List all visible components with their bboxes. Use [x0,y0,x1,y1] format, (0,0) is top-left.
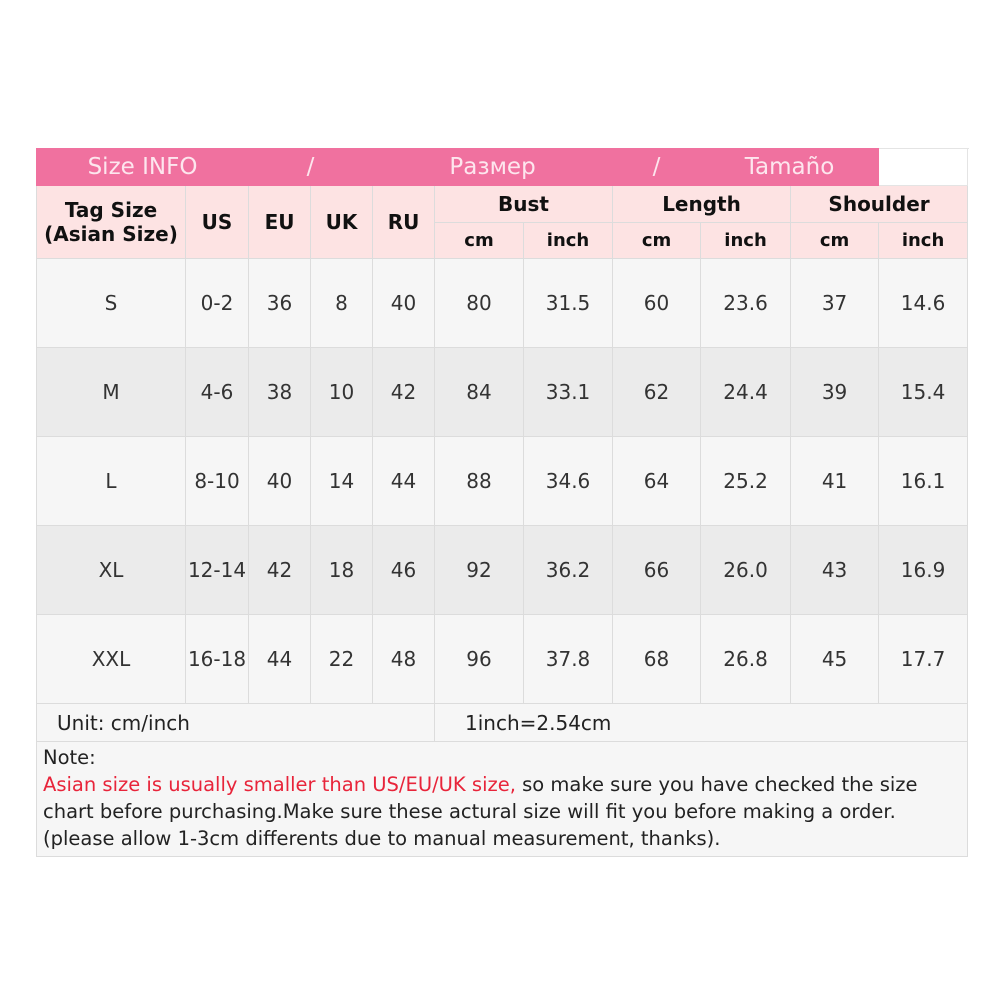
note-body: so make sure you have checked the size c… [43,773,918,850]
table-row: M 4-6 38 10 42 84 33.1 62 24.4 39 15.4 [36,347,969,437]
cell-bust-inch: 34.6 [523,436,614,526]
note-warning: Asian size is usually smaller than US/EU… [43,773,516,796]
cell-us: 16-18 [184,614,250,704]
note-cell: Note: Asian size is usually smaller than … [35,741,969,857]
cell-shoulder-inch: 14.6 [878,258,969,348]
cell-uk: 22 [310,614,374,704]
cell-shoulder-cm: 41 [790,436,880,526]
header-us: US [184,185,250,259]
header-length: Length [612,185,792,223]
cell-ru: 48 [372,614,436,704]
cell-ru: 44 [372,436,436,526]
title-separator: / [248,148,374,186]
header-tag-size: Tag Size (Asian Size) [36,185,186,259]
header-cm: cm [434,222,525,259]
cell-bust-cm: 96 [434,614,525,704]
header-cm: cm [612,222,702,259]
cell-length-inch: 26.0 [700,525,792,615]
cell-length-inch: 24.4 [700,347,792,437]
cell-shoulder-cm: 37 [790,258,880,348]
header-cm: cm [790,222,880,259]
cell-ru: 42 [372,347,436,437]
cell-length-cm: 68 [612,614,702,704]
cell-shoulder-inch: 17.7 [878,614,969,704]
cell-ru: 40 [372,258,436,348]
header-inch: inch [700,222,792,259]
cell-shoulder-inch: 15.4 [878,347,969,437]
header-inch: inch [878,222,969,259]
title-size-info: Size INFO [35,148,250,186]
conversion-label: 1inch=2.54cm [434,703,969,742]
table-row: XL 12-14 42 18 46 92 36.2 66 26.0 43 16.9 [36,525,969,615]
cell-uk: 8 [310,258,374,348]
cell-shoulder-inch: 16.9 [878,525,969,615]
note-row: Note: Asian size is usually smaller than … [35,741,969,857]
table-row: S 0-2 36 8 40 80 31.5 60 23.6 37 14.6 [36,258,969,348]
header-ru: RU [372,185,436,259]
header-bust: Bust [434,185,614,223]
cell-bust-inch: 33.1 [523,347,614,437]
cell-bust-cm: 92 [434,525,525,615]
header-eu: EU [248,185,312,259]
cell-uk: 14 [310,436,374,526]
cell-ru: 46 [372,525,436,615]
title-tamano: Tamaño [700,148,880,186]
header-inch: inch [523,222,614,259]
size-table: Size INFO / Размер / Tamaño Tag Size (Asi… [35,148,969,857]
cell-length-cm: 62 [612,347,702,437]
cell-uk: 18 [310,525,374,615]
cell-tag-size: S [36,258,186,348]
table-row: L 8-10 40 14 44 88 34.6 64 25.2 41 16.1 [36,436,969,526]
unit-label: Unit: cm/inch [35,703,436,742]
header-shoulder: Shoulder [790,185,969,223]
header-uk: UK [310,185,374,259]
title-separator: / [612,148,702,186]
cell-shoulder-inch: 16.1 [878,436,969,526]
cell-length-inch: 26.8 [700,614,792,704]
cell-shoulder-cm: 39 [790,347,880,437]
cell-tag-size: XXL [36,614,186,704]
cell-tag-size: M [36,347,186,437]
unit-row: Unit: cm/inch 1inch=2.54cm [35,703,969,742]
cell-tag-size: XL [36,525,186,615]
subheader-row: cm inch cm inch cm inch [37,222,969,259]
cell-us: 12-14 [184,525,250,615]
cell-eu: 38 [248,347,312,437]
cell-eu: 40 [248,436,312,526]
cell-eu: 42 [248,525,312,615]
title-razmer: Размер [372,148,614,186]
cell-us: 8-10 [184,436,250,526]
cell-bust-inch: 36.2 [523,525,614,615]
cell-us: 0-2 [184,258,250,348]
title-bar: Size INFO / Размер / Tamaño [35,148,969,186]
cell-bust-inch: 31.5 [523,258,614,348]
cell-tag-size: L [36,436,186,526]
cell-length-inch: 23.6 [700,258,792,348]
table-row: XXL 16-18 44 22 48 96 37.8 68 26.8 45 17.7 [36,614,969,704]
note-label: Note: [43,746,96,769]
cell-length-cm: 60 [612,258,702,348]
cell-shoulder-cm: 43 [790,525,880,615]
cell-length-inch: 25.2 [700,436,792,526]
cell-bust-cm: 88 [434,436,525,526]
cell-eu: 44 [248,614,312,704]
tag-size-label: Tag Size [64,198,158,222]
cell-us: 4-6 [184,347,250,437]
cell-bust-inch: 37.8 [523,614,614,704]
cell-bust-cm: 80 [434,258,525,348]
cell-eu: 36 [248,258,312,348]
size-chart: Size INFO / Размер / Tamaño Tag Size (Asi… [35,148,969,857]
header-row: Tag Size (Asian Size) US EU UK RU Bust Le… [36,185,969,259]
cell-shoulder-cm: 45 [790,614,880,704]
cell-uk: 10 [310,347,374,437]
cell-bust-cm: 84 [434,347,525,437]
cell-length-cm: 66 [612,525,702,615]
cell-length-cm: 64 [612,436,702,526]
title-blank [878,148,969,186]
asian-size-label: (Asian Size) [44,222,178,246]
